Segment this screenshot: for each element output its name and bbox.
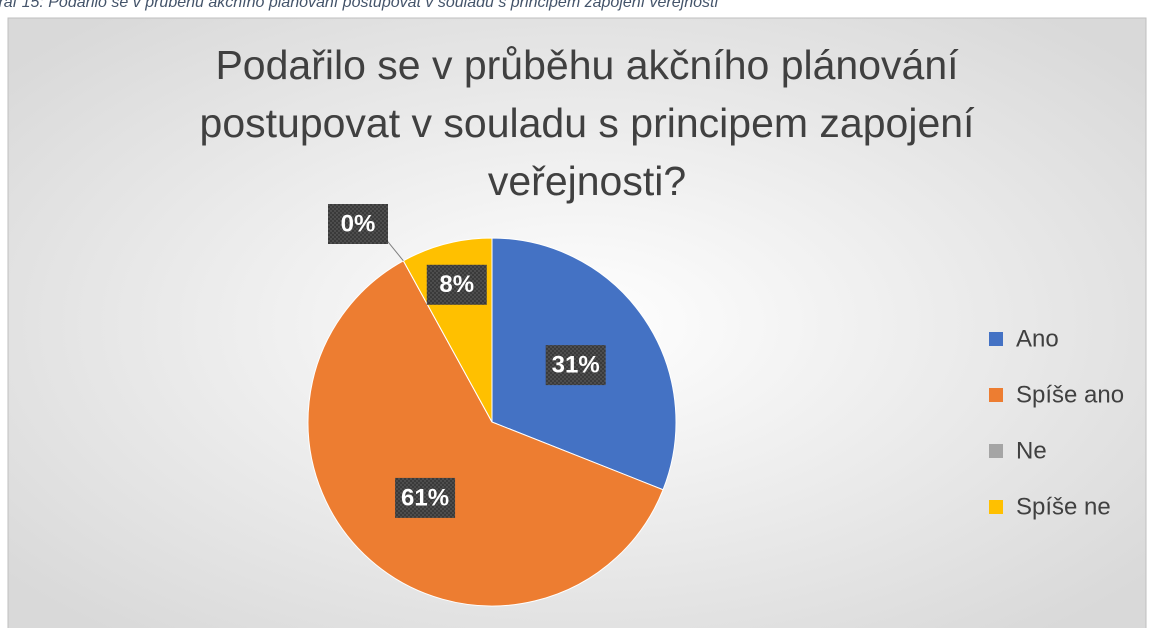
pie-slice xyxy=(307,260,664,607)
legend-label: Spíše ano xyxy=(1016,381,1124,408)
legend-swatch xyxy=(989,500,1003,514)
chart-title: postupovat v souladu s principem zapojen… xyxy=(200,100,976,146)
data-label-box xyxy=(328,204,388,244)
data-label-box xyxy=(545,345,606,386)
data-label-box xyxy=(395,477,456,518)
data-label: 31% xyxy=(552,351,600,378)
legend-label: Ne xyxy=(1016,437,1047,464)
data-label: 61% xyxy=(401,484,449,511)
legend-swatch xyxy=(989,388,1003,402)
chart-title: Podařilo se v průběhu akčního plánování xyxy=(215,42,959,88)
caption: Graf 15: Podařilo se v průběhu akčního p… xyxy=(0,0,718,11)
legend-swatch xyxy=(989,444,1003,458)
legend-label: Ano xyxy=(1016,325,1059,352)
legend-swatch xyxy=(989,332,1003,346)
legend-label: Spíše ne xyxy=(1016,493,1111,520)
chart-title: veřejnosti? xyxy=(488,158,686,204)
data-label: 8% xyxy=(439,271,474,298)
data-label-box xyxy=(426,264,487,305)
data-label: 0% xyxy=(341,210,376,237)
